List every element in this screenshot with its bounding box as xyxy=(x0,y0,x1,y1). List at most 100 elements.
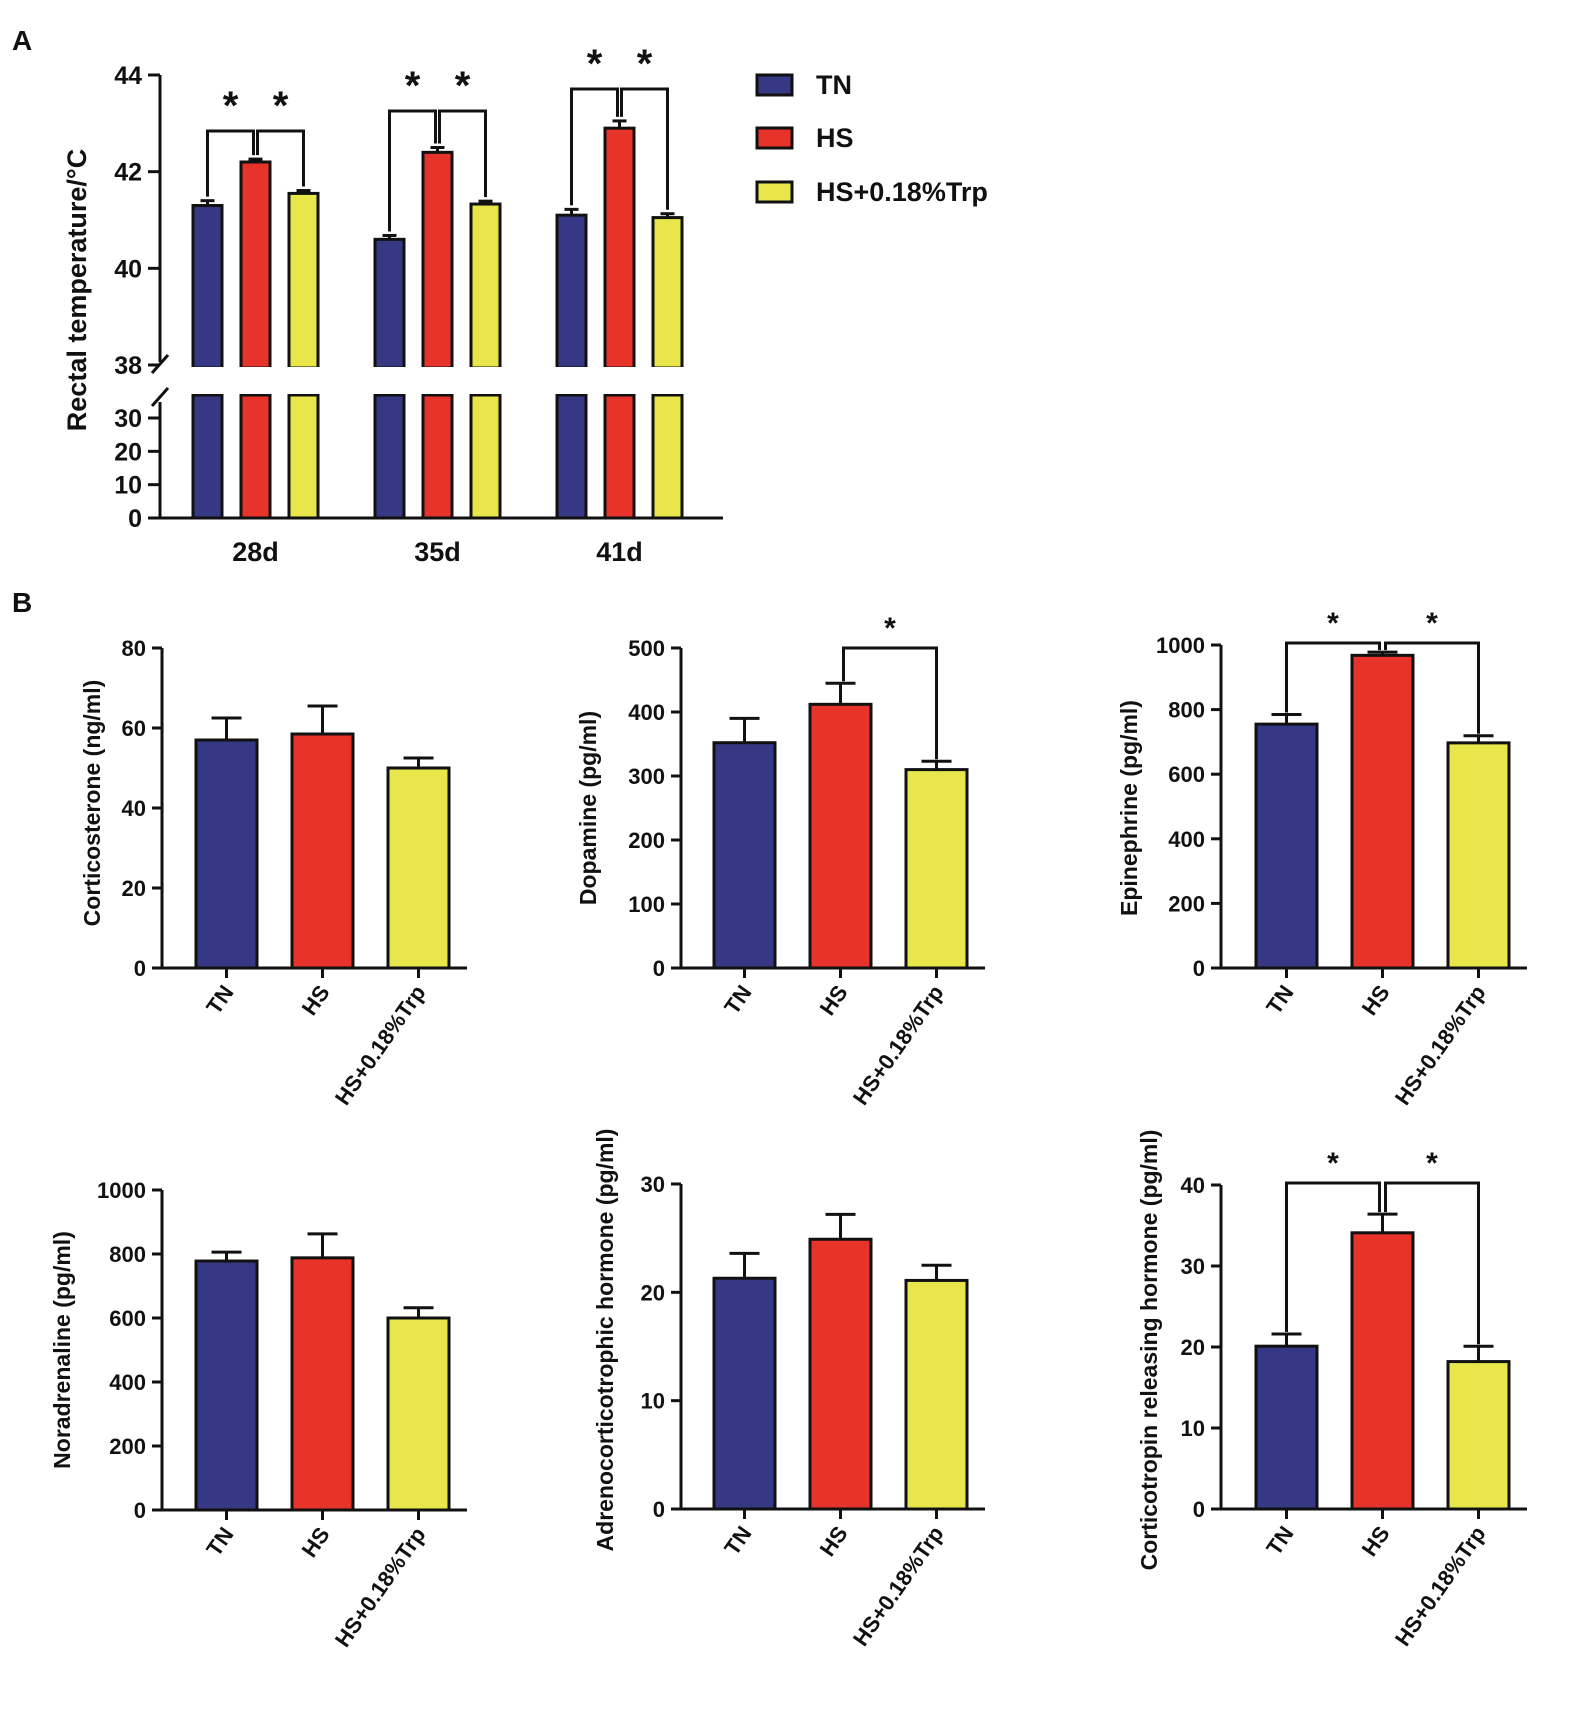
y-tick-label: 500 xyxy=(628,636,665,661)
y-tick-label: 30 xyxy=(114,405,142,433)
y-tick-label: 800 xyxy=(1168,698,1205,723)
panel-label-a: A xyxy=(12,25,32,56)
significance-bracket xyxy=(1384,641,1480,734)
y-tick-label: 0 xyxy=(1193,956,1205,981)
y-tick-label: 0 xyxy=(1193,1497,1205,1522)
axis-break-gap xyxy=(651,367,684,394)
bar-lower-hs-28d xyxy=(239,393,272,520)
legend-swatch-hs-trp xyxy=(755,180,794,204)
bar-tn xyxy=(1254,1344,1319,1511)
y-tick-label: 10 xyxy=(1181,1416,1205,1441)
legend-label-hs-trp: HS+0.18%Trp xyxy=(816,177,988,207)
axis-break-gap xyxy=(191,367,224,394)
y-tick-label: 30 xyxy=(641,1172,665,1197)
significance-star: * xyxy=(223,84,239,128)
significance-bracket xyxy=(1285,641,1381,713)
significance-bracket xyxy=(256,129,305,187)
significance-bracket xyxy=(1384,1181,1480,1345)
y-axis-title: Rectal temperature/°C xyxy=(62,149,92,431)
bar-lower-tn-35d xyxy=(373,393,406,520)
significance-bracket xyxy=(388,109,437,232)
axis-break-gap xyxy=(239,367,272,394)
bar-hs-0-18-trp xyxy=(1446,741,1511,970)
bar-hs-0-18-trp-28d xyxy=(287,191,320,370)
axis-break-gap xyxy=(287,367,320,394)
bar-lower-tn-28d xyxy=(191,393,224,520)
y-tick-label: 0 xyxy=(134,956,146,981)
y-axis-title: Epinephrine (pg/ml) xyxy=(1116,700,1142,916)
y-tick-label: 20 xyxy=(641,1280,665,1305)
significance-bracket xyxy=(438,109,487,198)
significance-bracket xyxy=(570,87,619,206)
bar-tn-41d xyxy=(555,213,588,370)
bar-hs xyxy=(1350,653,1415,970)
y-tick-label: 30 xyxy=(1181,1254,1205,1279)
bar-hs-0-18-trp xyxy=(1446,1360,1511,1511)
bar-hs xyxy=(808,1237,873,1511)
x-tick-label-28d: 28d xyxy=(232,537,279,567)
bar-lower-tn-41d xyxy=(555,393,588,520)
bar-hs xyxy=(808,702,873,970)
y-tick-label: 40 xyxy=(122,796,146,821)
bar-tn xyxy=(712,1276,777,1511)
y-tick-label: 800 xyxy=(109,1242,146,1267)
bar-lower-hs-0-18-trp-28d xyxy=(287,393,320,520)
bar-tn-35d xyxy=(373,237,406,370)
y-tick-label: 44 xyxy=(114,62,142,90)
significance-bracket xyxy=(1285,1181,1381,1333)
axis-break-gap xyxy=(469,367,502,394)
y-tick-label: 400 xyxy=(1168,827,1205,852)
bar-lower-hs-0-18-trp-41d xyxy=(651,393,684,520)
axis-break-mark xyxy=(150,387,170,407)
bar-tn xyxy=(194,738,259,970)
y-axis-title: Dopamine (pg/ml) xyxy=(575,711,601,905)
bar-hs xyxy=(290,732,355,970)
bar-lower-hs-0-18-trp-35d xyxy=(469,393,502,520)
legend: TN HS HS+0.18%Trp xyxy=(755,70,988,207)
y-axis-title: Adrenocorticotrophic hormone (pg/ml) xyxy=(592,1129,618,1552)
y-tick-label: 200 xyxy=(628,828,665,853)
y-tick-label: 200 xyxy=(109,1434,146,1459)
axis-break-gap xyxy=(603,367,636,394)
bar-hs-0-18-trp xyxy=(904,1278,969,1511)
y-tick-label: 0 xyxy=(653,1497,665,1522)
bar-tn xyxy=(712,741,777,970)
y-tick-label: 300 xyxy=(628,764,665,789)
legend-swatch-tn xyxy=(755,73,794,97)
y-tick-label: 0 xyxy=(134,1498,146,1523)
bar-hs-35d xyxy=(421,150,454,370)
y-tick-label: 38 xyxy=(114,352,142,380)
y-tick-label: 10 xyxy=(114,472,142,500)
y-tick-label: 1000 xyxy=(97,1178,146,1203)
y-axis-title: Noradrenaline (pg/ml) xyxy=(49,1231,75,1469)
y-tick-label: 1000 xyxy=(1156,633,1205,658)
y-tick-label: 400 xyxy=(109,1370,146,1395)
y-tick-label: 42 xyxy=(114,159,142,187)
y-axis-title: Corticosterone (ng/ml) xyxy=(79,680,105,927)
y-tick-label: 0 xyxy=(128,505,142,533)
bar-hs-0-18-trp-41d xyxy=(651,216,684,370)
y-tick-label: 20 xyxy=(114,438,142,466)
y-tick-label: 20 xyxy=(1181,1335,1205,1360)
significance-star: * xyxy=(273,84,289,128)
y-tick-label: 100 xyxy=(628,892,665,917)
bar-lower-hs-35d xyxy=(421,393,454,520)
significance-star: * xyxy=(1426,607,1438,640)
bar-hs-0-18-trp xyxy=(904,768,969,970)
y-tick-label: 400 xyxy=(628,700,665,725)
y-axis-title: Corticotropin releasing hormone (pg/ml) xyxy=(1136,1130,1162,1571)
y-tick-label: 10 xyxy=(641,1389,665,1414)
y-tick-label: 40 xyxy=(1181,1173,1205,1198)
y-tick-label: 40 xyxy=(114,255,142,283)
legend-swatch-hs xyxy=(755,126,794,150)
significance-star: * xyxy=(455,64,471,108)
significance-star: * xyxy=(1327,607,1339,640)
y-tick-label: 600 xyxy=(109,1306,146,1331)
y-tick-label: 200 xyxy=(1168,891,1205,916)
y-tick-label: 600 xyxy=(1168,762,1205,787)
bar-lower-hs-41d xyxy=(603,393,636,520)
x-tick-label-35d: 35d xyxy=(414,537,461,567)
significance-bracket xyxy=(620,87,669,210)
legend-label-hs: HS xyxy=(816,123,854,153)
